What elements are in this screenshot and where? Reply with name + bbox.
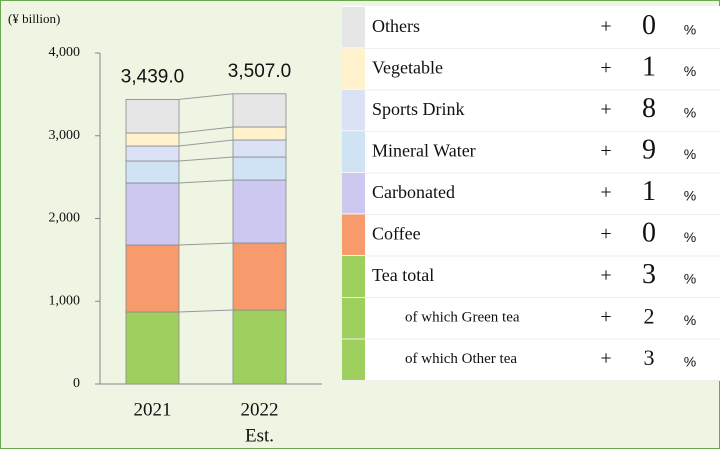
connector [178, 93, 234, 100]
bar-segment [125, 132, 180, 147]
legend-label: Sports Drink [372, 99, 465, 119]
x-tick-label: 2022 [241, 399, 279, 420]
y-tick-label: 1,000 [49, 293, 81, 308]
change-unit: % [684, 21, 696, 37]
bar-segment [125, 145, 180, 162]
change-unit: % [684, 104, 696, 120]
connector [178, 179, 234, 184]
change-unit: % [684, 63, 696, 79]
bar-segment [125, 244, 180, 313]
bar-segment [232, 156, 287, 181]
bar-segment [232, 309, 287, 385]
legend-table [342, 6, 720, 380]
bar-segment [125, 160, 180, 184]
connector [178, 242, 234, 246]
connector [178, 156, 234, 162]
legend-swatch [342, 256, 365, 381]
connector [178, 126, 234, 134]
unit-label: (¥ billion) [8, 11, 60, 26]
change-sign: + [600, 223, 611, 245]
legend-label: Tea total [372, 265, 434, 285]
legend-swatch [342, 131, 365, 172]
bar-segment [232, 242, 287, 311]
change-value: 0 [642, 10, 656, 41]
change-sign: + [600, 264, 611, 286]
change-value: 8 [642, 93, 656, 124]
y-tick-label: 2,000 [49, 211, 81, 226]
change-sign: + [600, 57, 611, 79]
bar-segment [232, 126, 287, 141]
change-sign: + [600, 347, 611, 369]
legend-label: Carbonated [372, 182, 455, 202]
change-unit: % [684, 353, 696, 369]
legend-swatch [342, 48, 365, 89]
change-value: 0 [642, 218, 656, 249]
x-tick-label: Est. [245, 425, 274, 446]
legend-label: Vegetable [372, 57, 443, 77]
connector [178, 139, 234, 147]
change-value: 3 [642, 259, 656, 290]
change-value: 2 [644, 303, 655, 328]
change-sign: + [600, 98, 611, 120]
y-tick-label: 0 [73, 376, 80, 391]
change-value: 1 [642, 176, 656, 207]
change-unit: % [684, 270, 696, 286]
legend-subitem: of which Other tea [405, 351, 517, 367]
bar-segment [125, 311, 180, 385]
connector [178, 309, 234, 313]
change-value: 9 [642, 135, 656, 166]
change-unit: % [684, 187, 696, 203]
legend-swatch [342, 173, 365, 214]
legend-subitem: of which Green tea [405, 310, 520, 326]
y-tick-label: 3,000 [49, 128, 81, 143]
legend-swatch [342, 7, 365, 48]
total-label: 3,507.0 [228, 61, 291, 82]
change-unit: % [684, 312, 696, 328]
legend-swatch [342, 90, 365, 131]
bar-segment [232, 93, 287, 128]
legend-label: Mineral Water [372, 140, 476, 160]
change-unit: % [684, 146, 696, 162]
bar-segment [125, 99, 180, 134]
change-sign: + [600, 15, 611, 37]
change-value: 1 [642, 52, 656, 83]
total-label: 3,439.0 [121, 66, 184, 87]
legend-swatch [342, 214, 365, 255]
x-tick-label: 2021 [134, 399, 172, 420]
legend-label: Others [372, 16, 420, 36]
legend-label: Coffee [372, 223, 421, 243]
change-value: 3 [644, 345, 655, 370]
change-sign: + [600, 181, 611, 203]
bar-segment [232, 139, 287, 158]
bar-segment [232, 179, 287, 244]
change-sign: + [600, 140, 611, 162]
y-tick-label: 4,000 [49, 45, 81, 60]
change-sign: + [600, 306, 611, 328]
bar-segment [125, 182, 180, 246]
change-unit: % [684, 229, 696, 245]
